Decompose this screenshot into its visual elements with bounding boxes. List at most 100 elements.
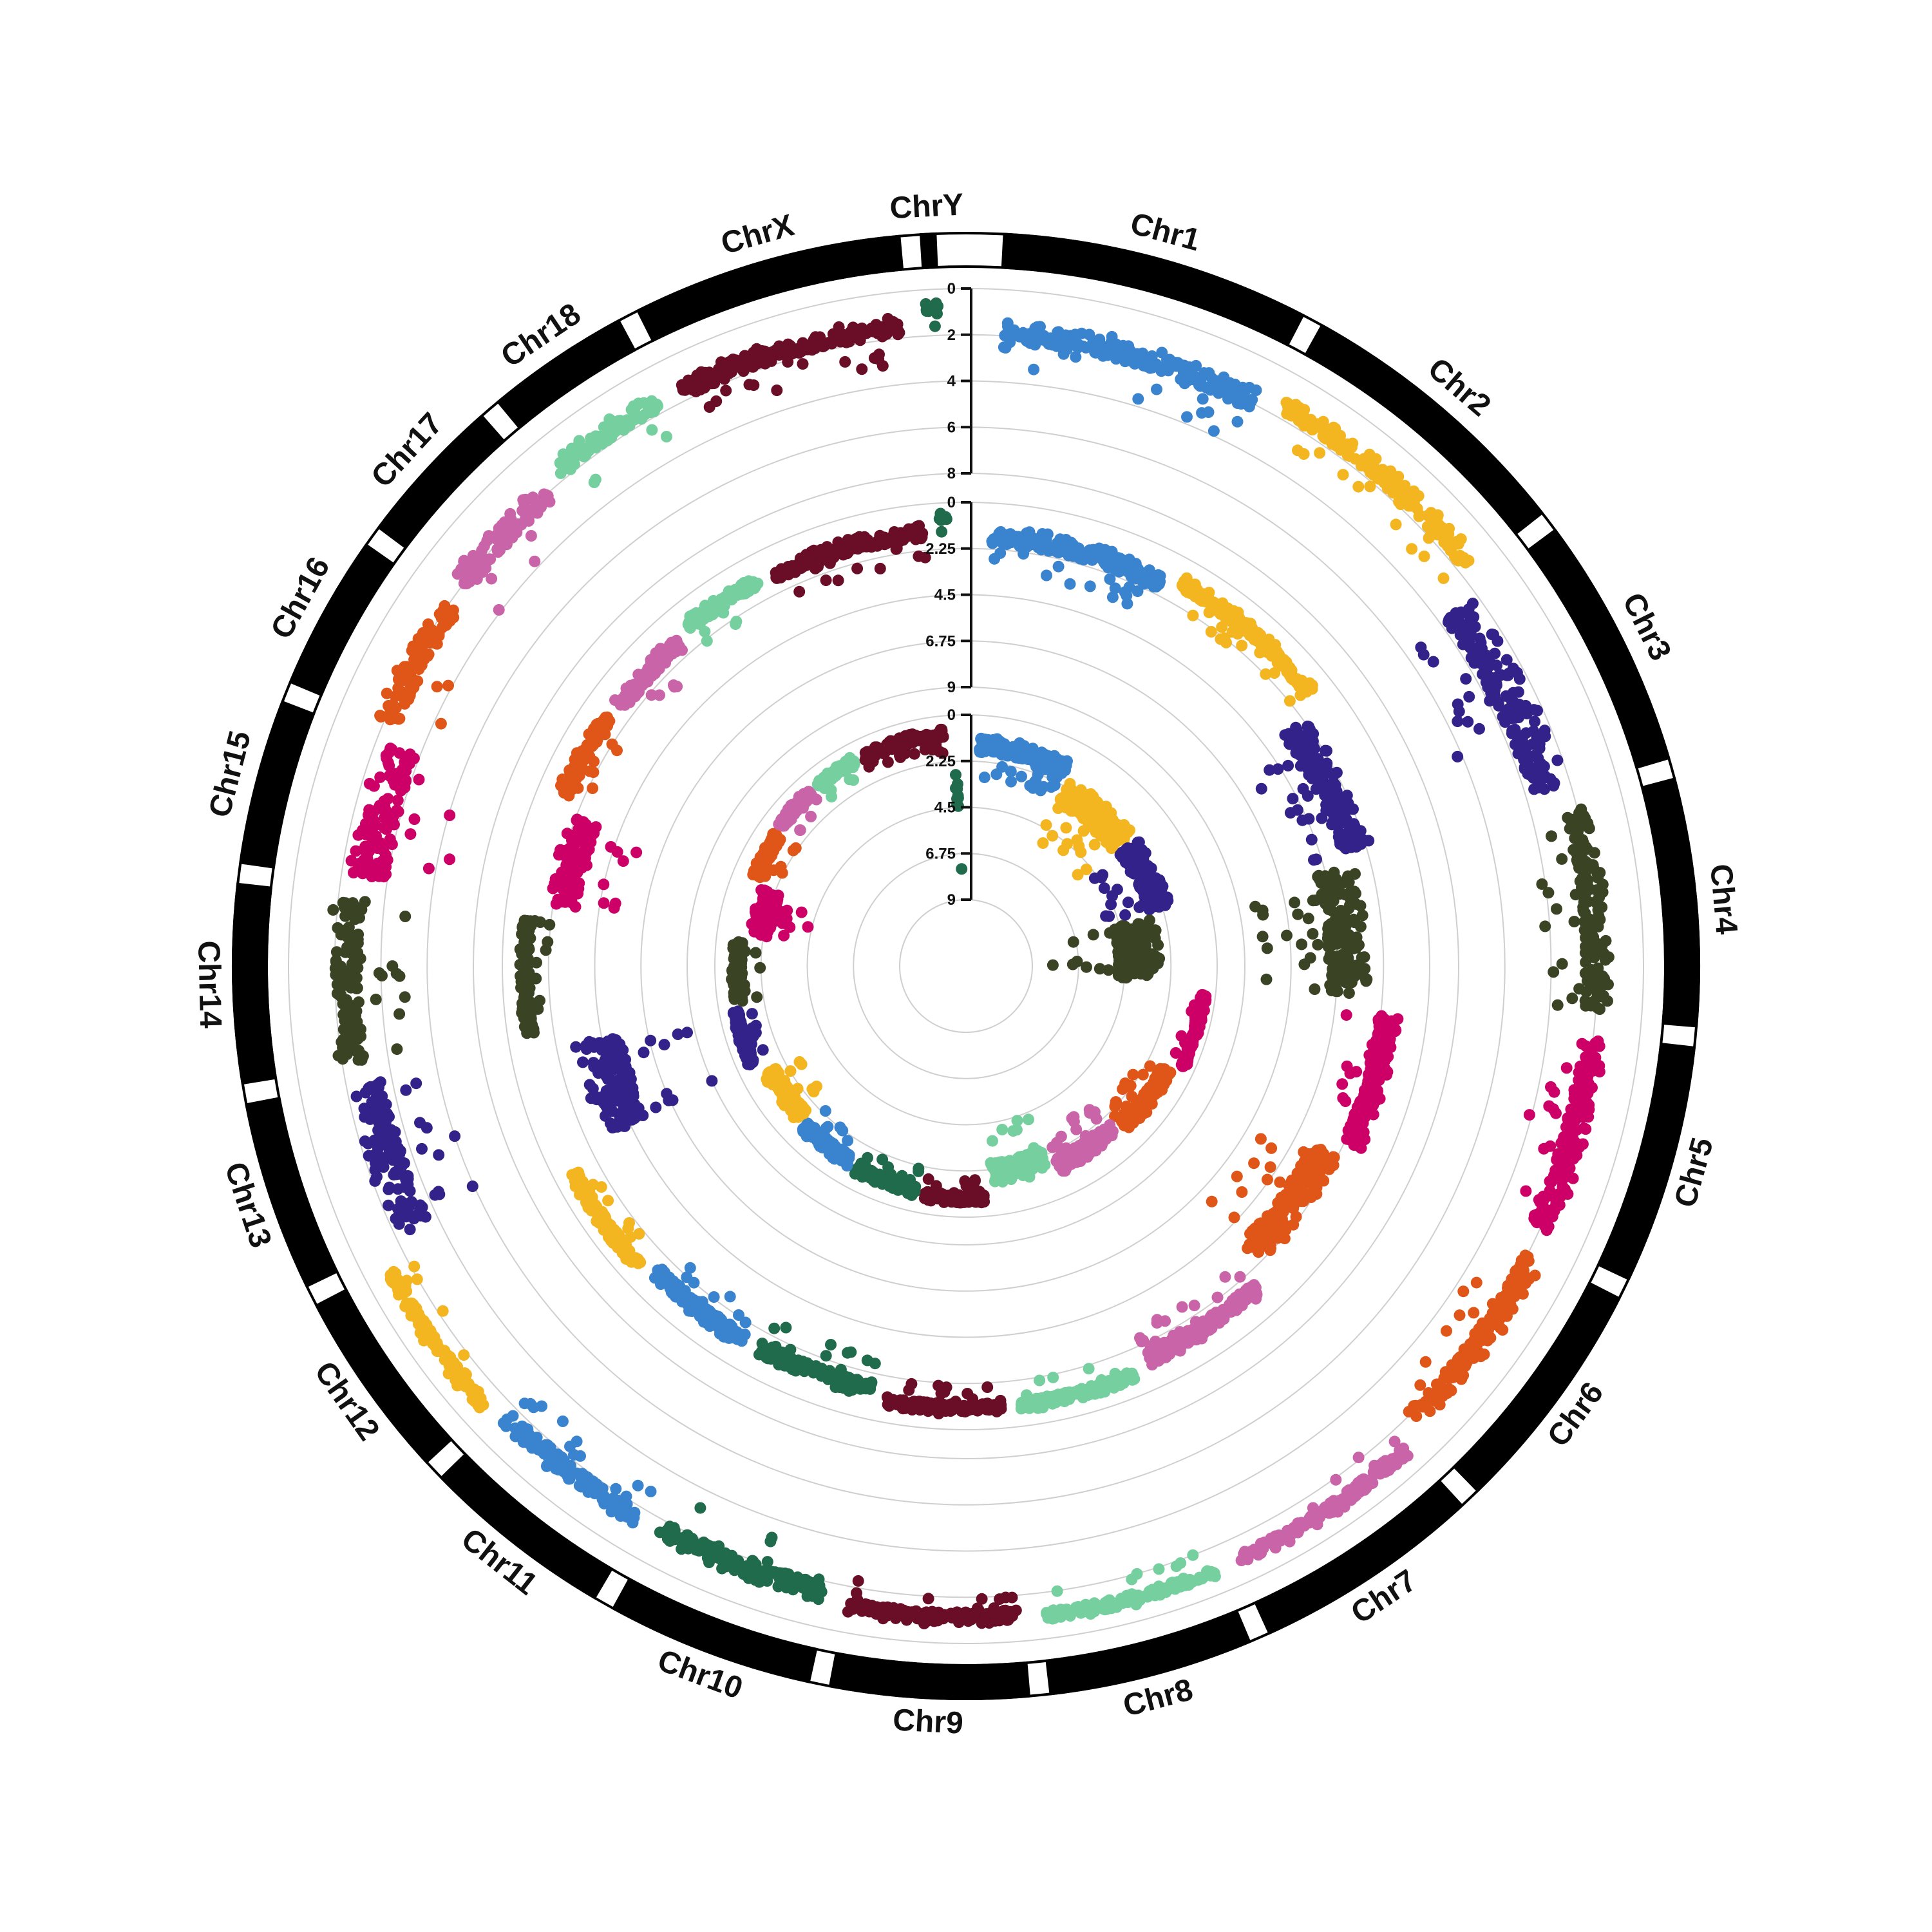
data-point bbox=[1331, 440, 1343, 452]
data-point bbox=[1151, 1317, 1163, 1329]
data-point bbox=[1211, 1291, 1224, 1303]
data-point bbox=[446, 1366, 458, 1378]
data-point bbox=[458, 1349, 470, 1361]
data-point bbox=[587, 1083, 599, 1095]
data-point bbox=[947, 1403, 959, 1416]
points-chr10 bbox=[753, 1321, 881, 1397]
data-point bbox=[1567, 815, 1580, 827]
data-point bbox=[365, 839, 377, 851]
data-point bbox=[776, 1346, 788, 1358]
data-point bbox=[1146, 1359, 1159, 1371]
data-point bbox=[852, 1575, 864, 1587]
data-point bbox=[1542, 887, 1555, 899]
data-point bbox=[1539, 1208, 1551, 1220]
data-point bbox=[1151, 383, 1162, 395]
points-chr5 bbox=[1520, 1035, 1605, 1236]
data-point bbox=[716, 1562, 728, 1575]
data-point bbox=[1556, 853, 1568, 865]
data-point bbox=[1486, 629, 1498, 640]
data-point bbox=[967, 1393, 979, 1405]
data-point bbox=[1180, 1333, 1192, 1345]
data-point bbox=[1587, 922, 1600, 934]
data-point bbox=[355, 1023, 366, 1036]
data-point bbox=[1575, 803, 1587, 815]
data-point bbox=[1142, 1347, 1154, 1359]
data-point bbox=[1041, 1391, 1053, 1403]
data-point bbox=[612, 1075, 625, 1086]
data-point bbox=[1593, 976, 1605, 988]
data-point bbox=[1131, 1589, 1143, 1602]
data-point bbox=[1451, 535, 1463, 547]
data-point bbox=[517, 494, 529, 506]
data-point bbox=[1452, 715, 1464, 728]
data-point bbox=[1566, 1153, 1578, 1165]
data-point bbox=[1548, 1103, 1559, 1115]
data-point bbox=[965, 1403, 978, 1416]
data-point bbox=[580, 1195, 592, 1208]
grid-circles bbox=[288, 288, 1644, 1644]
points-chr1 bbox=[986, 526, 1166, 610]
data-point bbox=[1405, 500, 1417, 512]
data-point bbox=[541, 1459, 553, 1472]
data-point bbox=[1465, 652, 1477, 664]
data-point bbox=[1471, 1338, 1483, 1350]
data-point bbox=[1395, 498, 1407, 511]
data-point bbox=[352, 1046, 364, 1058]
data-point bbox=[1121, 598, 1133, 610]
data-point bbox=[577, 1056, 589, 1068]
data-point bbox=[352, 862, 365, 874]
data-point bbox=[363, 1082, 375, 1094]
data-point bbox=[1520, 1185, 1532, 1197]
data-point bbox=[466, 1180, 478, 1193]
data-point bbox=[442, 679, 454, 692]
data-point bbox=[1079, 1388, 1092, 1401]
grid-circle bbox=[288, 288, 1644, 1644]
data-point bbox=[1197, 1321, 1209, 1333]
data-point bbox=[1440, 534, 1452, 546]
data-point bbox=[819, 1368, 831, 1381]
data-point bbox=[372, 1135, 384, 1148]
data-point bbox=[372, 1124, 384, 1136]
data-point bbox=[1137, 347, 1149, 359]
data-point bbox=[343, 965, 355, 977]
data-point bbox=[353, 996, 365, 1009]
grid-circle bbox=[547, 547, 1385, 1385]
data-point bbox=[556, 1457, 569, 1470]
data-point bbox=[1469, 621, 1481, 633]
data-point bbox=[1014, 531, 1026, 544]
data-point bbox=[1061, 343, 1073, 355]
data-point bbox=[1332, 831, 1345, 843]
data-point bbox=[421, 1319, 433, 1331]
data-point bbox=[384, 714, 396, 726]
data-point bbox=[393, 1008, 406, 1020]
data-point bbox=[658, 1039, 670, 1051]
data-point bbox=[1260, 1240, 1273, 1252]
data-point bbox=[610, 1482, 622, 1495]
data-point bbox=[1347, 913, 1359, 925]
data-point bbox=[516, 1421, 529, 1433]
points-chr8 bbox=[1015, 1363, 1141, 1415]
data-point bbox=[1441, 1387, 1454, 1399]
data-point bbox=[1506, 727, 1518, 739]
data-point bbox=[595, 1181, 607, 1193]
data-point bbox=[1249, 1283, 1261, 1295]
data-point bbox=[1350, 1138, 1362, 1150]
data-point bbox=[383, 760, 395, 772]
points-chr4 bbox=[1249, 866, 1373, 999]
data-point bbox=[1485, 1312, 1497, 1325]
data-point bbox=[677, 384, 689, 396]
data-point bbox=[1200, 381, 1212, 393]
data-point bbox=[632, 1253, 644, 1265]
data-point bbox=[1070, 351, 1082, 363]
data-point bbox=[1452, 551, 1463, 562]
data-point bbox=[1364, 480, 1376, 493]
data-point bbox=[710, 367, 722, 379]
data-point bbox=[1269, 1530, 1282, 1542]
data-point bbox=[1034, 1374, 1046, 1387]
data-point bbox=[670, 1291, 683, 1303]
data-point bbox=[1046, 339, 1059, 351]
data-point bbox=[337, 1009, 350, 1021]
data-point bbox=[1481, 1334, 1493, 1347]
data-point bbox=[1401, 1450, 1414, 1462]
data-point bbox=[612, 1495, 623, 1508]
